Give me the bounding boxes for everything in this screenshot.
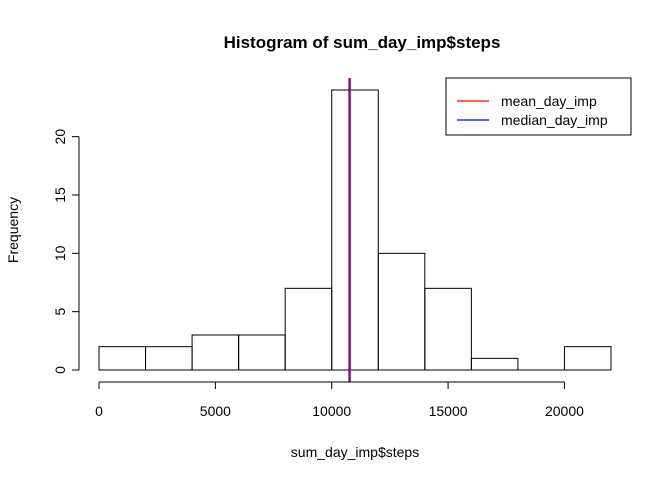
histogram-bar	[331, 89, 379, 371]
x-tick-label: 10000	[312, 403, 351, 419]
y-tick-label: 20	[52, 129, 68, 145]
histogram-bar	[563, 346, 612, 371]
y-tick-label: 0	[52, 366, 68, 374]
y-tick-label: 15	[52, 187, 68, 203]
chart-title: Histogram of sum_day_imp$steps	[224, 33, 501, 52]
legend-label: median_day_imp	[501, 112, 608, 128]
histogram-bar	[470, 357, 519, 371]
y-tick-label: 5	[52, 308, 68, 316]
histogram-bar	[145, 346, 193, 371]
histogram-bar	[424, 287, 472, 371]
x-axis: 0 5000 10000 15000 20000	[95, 381, 584, 419]
legend: mean_day_imp median_day_imp	[445, 77, 632, 136]
histogram-bar	[238, 334, 286, 371]
histogram-bar	[191, 334, 240, 371]
x-tick-label: 15000	[429, 403, 468, 419]
x-tick-label: 5000	[200, 403, 231, 419]
x-tick-label: 0	[95, 403, 103, 419]
legend-box	[445, 77, 632, 136]
histogram-bar	[377, 252, 426, 371]
legend-label: mean_day_imp	[501, 93, 597, 109]
histogram-bars	[98, 89, 612, 371]
histogram-bar	[98, 346, 147, 371]
y-axis: 0 5 10 15 20	[52, 129, 80, 374]
y-tick-label: 10	[52, 245, 68, 261]
histogram-bar	[284, 287, 333, 371]
y-axis-label: Frequency	[5, 197, 21, 263]
x-axis-label: sum_day_imp$steps	[291, 444, 419, 460]
x-tick-label: 20000	[545, 403, 584, 419]
